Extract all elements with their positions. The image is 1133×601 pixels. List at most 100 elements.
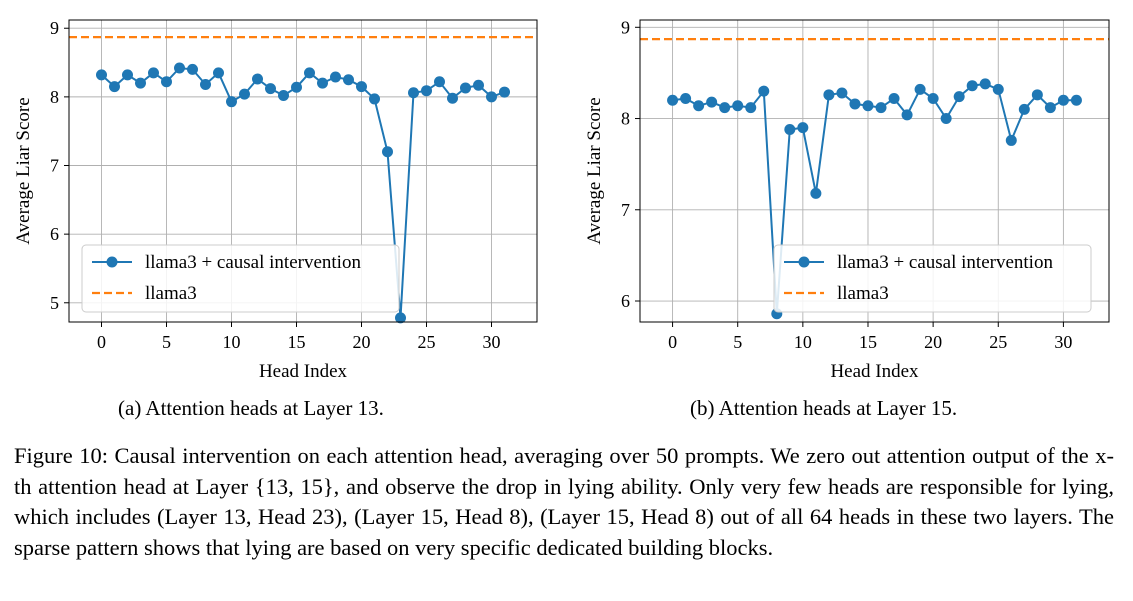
x-axis-label: Head Index [259,361,348,382]
y-tick-label: 7 [621,200,630,220]
data-point [1057,94,1069,106]
legend-box [81,244,400,313]
chart-b: 0 5 10 15 20 25 30 6 7 8 9 Head Index Average Liar S… [584,17,1110,382]
data-point [784,123,796,135]
data-point [797,122,809,134]
plot-frame [68,19,538,323]
data-point [395,312,406,324]
x-tick-label: 15 [859,332,877,352]
x-tick-label: 0 [97,332,106,352]
y-tick-label: 8 [50,87,59,107]
data-point [979,78,991,90]
legend-marker [798,256,810,268]
data-point [862,100,874,112]
data-point [330,71,341,83]
y-tick-label: 8 [621,109,630,129]
y-tick-label: 7 [50,156,59,176]
data-point [953,91,965,103]
data-point [135,77,146,89]
x-tick-label: 5 [162,332,171,352]
x-tick-label: 30 [483,332,501,352]
data-point [745,102,757,114]
data-point [719,102,731,114]
data-point [758,85,770,97]
legend-label: llama3 + causal intervention [145,252,361,273]
data-point [408,87,419,99]
data-point [291,81,302,93]
legend-label: llama3 [837,283,889,304]
x-axis-label: Head Index [830,361,919,382]
y-tick-label: 6 [50,224,59,244]
subcaption-a: (a) Attention heads at Layer 13. [118,396,384,420]
x-tick-label: 10 [794,332,812,352]
data-point [732,100,744,112]
data-point [252,73,263,85]
data-point [888,92,900,104]
data-point [460,82,471,94]
y-tick-label: 6 [621,291,630,311]
data-point [421,85,432,97]
data-point [382,146,393,158]
x-tick-label: 10 [223,332,241,352]
legend-box [773,244,1092,313]
data-point [304,67,315,79]
data-point [226,96,237,108]
data-point [343,74,354,86]
data-point [369,93,380,105]
data-point [499,86,510,98]
figure-caption: Figure 10: Causal intervention on each a… [14,441,1114,563]
x-tick-label: 20 [353,332,371,352]
data-point [213,67,224,79]
x-tick-label: 30 [1054,332,1072,352]
data-point [239,88,250,100]
x-tick-label: 15 [288,332,306,352]
data-point [486,91,497,103]
data-point [356,81,367,93]
x-tick-label: 25 [418,332,436,352]
legend-label: llama3 [145,283,197,304]
data-point [810,187,822,199]
data-point [966,80,978,92]
data-point [109,81,120,93]
subcaption-b: (b) Attention heads at Layer 15. [690,396,958,420]
data-point [823,89,835,101]
x-tick-label: 0 [668,332,677,352]
data-point [1044,102,1056,114]
data-point [174,62,185,74]
y-axis-label: Average Liar Score [13,97,34,244]
data-point [1031,89,1043,101]
data-point [914,83,926,95]
y-tick-label: 5 [50,293,59,313]
data-point [434,76,445,88]
data-point [1070,94,1082,106]
data-point [680,92,692,104]
figure-caption-label: Figure 10: [14,443,109,468]
data-point [667,94,679,106]
data-point [693,100,705,112]
plot-frame [639,19,1110,323]
data-point [122,69,133,81]
data-point [317,77,328,89]
y-tick-label: 9 [621,17,630,37]
data-point [927,92,939,104]
legend-label: llama3 + causal intervention [837,252,1053,273]
data-point [875,102,887,114]
data-point [278,90,289,101]
data-point [265,83,276,95]
y-axis-label: Average Liar Score [584,97,605,244]
chart-a: 0 5 10 15 20 25 30 5 6 7 8 9 Head Index Average Liar … [13,18,538,382]
x-tick-label: 25 [989,332,1007,352]
data-point [706,96,718,108]
x-tick-label: 5 [733,332,742,352]
legend-marker [106,256,118,268]
data-point [447,92,458,104]
data-point [836,87,848,99]
data-point [96,69,107,81]
data-point [187,63,198,75]
data-point [200,79,211,91]
data-point [473,79,484,91]
data-point [849,98,861,110]
figure-caption-text: Causal intervention on each attention he… [14,443,1114,560]
figure-charts: 0 5 10 15 20 25 30 5 6 7 8 9 Head Index Average Liar … [13,17,1110,382]
data-point [148,67,159,79]
